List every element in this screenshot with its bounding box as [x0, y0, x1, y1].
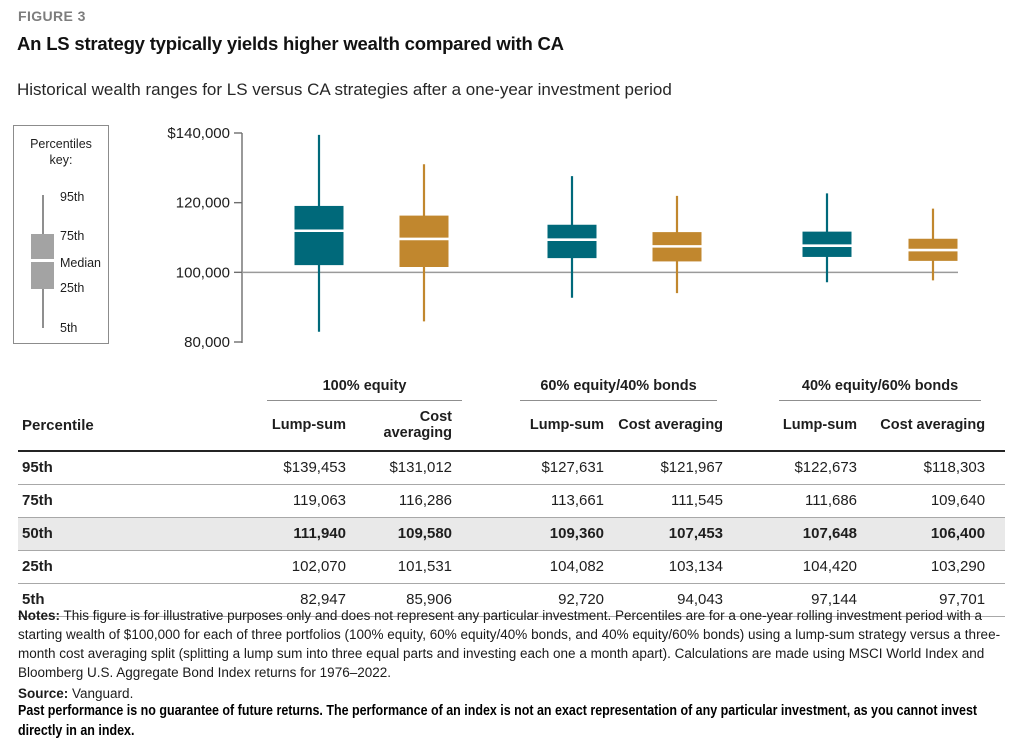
- cell-value: 104,420: [727, 550, 862, 584]
- legend-median-line: [31, 259, 54, 262]
- notes-block: Notes: This figure is for illustrative p…: [18, 606, 1006, 703]
- svg-text:100,000: 100,000: [176, 264, 230, 281]
- cell-value: $121,967: [608, 451, 728, 485]
- svg-text:$140,000: $140,000: [167, 125, 230, 142]
- legend-title-line2: key:: [49, 153, 73, 167]
- cell-value: 92,720: [462, 583, 609, 617]
- table-row: 5th 82,947 85,906 92,720 94,043 97,144 9…: [18, 583, 1006, 617]
- source-label: Source:: [18, 686, 69, 701]
- legend-box-glyph: [31, 234, 54, 289]
- subheader-lump-sum: Lump-sum: [727, 401, 862, 452]
- cell-value: 97,701: [861, 583, 1006, 617]
- cell-value: 111,686: [727, 484, 862, 518]
- cell-value: 116,286: [350, 484, 463, 518]
- cell-value: 94,043: [608, 583, 728, 617]
- cell-value: 101,531: [350, 550, 463, 584]
- cell-value: 103,134: [608, 550, 728, 584]
- cell-value: $127,631: [462, 451, 609, 485]
- cell-value: 119,063: [267, 484, 350, 518]
- notes-text: Notes: This figure is for illustrative p…: [18, 606, 1006, 682]
- percentile-column-header: Percentile: [18, 401, 267, 452]
- cell-value: $118,303: [861, 451, 1006, 485]
- past-performance-disclaimer: Past performance is no guarantee of futu…: [18, 703, 978, 739]
- group-header-label: 60% equity/40% bonds: [520, 372, 718, 401]
- cell-value: $131,012: [350, 451, 463, 485]
- legend-label-95th: 95th: [60, 190, 85, 204]
- subheader-lump-sum: Lump-sum: [462, 401, 609, 452]
- row-percentile: 75th: [18, 484, 267, 518]
- subheader-cost-averaging: Cost averaging: [350, 401, 463, 452]
- cell-value: 109,360: [462, 517, 609, 551]
- cell-value: 104,082: [462, 550, 609, 584]
- notes-body: This figure is for illustrative purposes…: [18, 608, 1001, 680]
- legend-label-25th: 25th: [60, 281, 85, 295]
- table-row: 25th 102,070 101,531 104,082 103,134 104…: [18, 550, 1006, 584]
- legend-label-5th: 5th: [60, 321, 78, 335]
- table-group-header-row: 100% equity 60% equity/40% bonds 40% equ…: [18, 372, 1005, 401]
- page-title: An LS strategy typically yields higher w…: [17, 33, 564, 54]
- legend-title: Percentiles key:: [14, 136, 108, 168]
- source-line: Source: Vanguard.: [18, 684, 1006, 703]
- svg-text:120,000: 120,000: [176, 195, 230, 212]
- subheader-lump-sum: Lump-sum: [267, 401, 350, 452]
- cell-value: 102,070: [267, 550, 350, 584]
- cell-value: $122,673: [727, 451, 862, 485]
- subheader-cost-averaging: Cost averaging: [861, 401, 1006, 452]
- cell-value: 109,640: [861, 484, 1006, 518]
- boxplot-canvas: $140,000 120,000 100,000 80,000: [167, 125, 958, 351]
- group-header-60-40: 60% equity/40% bonds: [462, 372, 727, 401]
- figure-label: FIGURE 3: [18, 8, 86, 24]
- percentiles-key-legend: Percentiles key: 95th 75th Median 25th 5…: [13, 125, 109, 344]
- legend-title-line1: Percentiles: [30, 137, 92, 151]
- svg-text:80,000: 80,000: [184, 334, 230, 351]
- table-row-median: 50th 111,940 109,580 109,360 107,453 107…: [18, 517, 1006, 551]
- cell-value: 107,648: [727, 517, 862, 551]
- row-percentile: 25th: [18, 550, 267, 584]
- cell-value: 113,661: [462, 484, 609, 518]
- table-row: 95th $139,453 $131,012 $127,631 $121,967…: [18, 451, 1006, 485]
- notes-label: Notes:: [18, 608, 61, 623]
- cell-value: 97,144: [727, 583, 862, 617]
- group-header-label: 100% equity: [267, 372, 463, 401]
- cell-value: 103,290: [861, 550, 1006, 584]
- legend-label-75th: 75th: [60, 229, 85, 243]
- cell-value: 111,940: [267, 517, 350, 551]
- cell-value: 106,400: [861, 517, 1006, 551]
- source-text: Vanguard.: [68, 686, 134, 701]
- cell-value: 109,580: [350, 517, 463, 551]
- cell-value: $139,453: [267, 451, 350, 485]
- cell-value: 85,906: [350, 583, 463, 617]
- table-row: 75th 119,063 116,286 113,661 111,545 111…: [18, 484, 1006, 518]
- cell-value: 82,947: [267, 583, 350, 617]
- page-subtitle: Historical wealth ranges for LS versus C…: [17, 80, 672, 99]
- row-percentile: 50th: [18, 517, 267, 551]
- group-header-40-60: 40% equity/60% bonds: [727, 372, 1005, 401]
- table-subheader-row: Percentile Lump-sum Cost averaging Lump-…: [18, 401, 1006, 452]
- legend-label-median: Median: [60, 256, 101, 270]
- cell-value: 111,545: [608, 484, 728, 518]
- cell-value: 107,453: [608, 517, 728, 551]
- group-header-100-equity: 100% equity: [267, 372, 463, 401]
- group-header-spacer: [18, 372, 267, 401]
- percentile-table: 100% equity 60% equity/40% bonds 40% equ…: [18, 372, 1006, 617]
- row-percentile: 5th: [18, 583, 267, 617]
- subheader-cost-averaging: Cost averaging: [608, 401, 728, 452]
- group-header-label: 40% equity/60% bonds: [779, 372, 982, 401]
- row-percentile: 95th: [18, 451, 267, 485]
